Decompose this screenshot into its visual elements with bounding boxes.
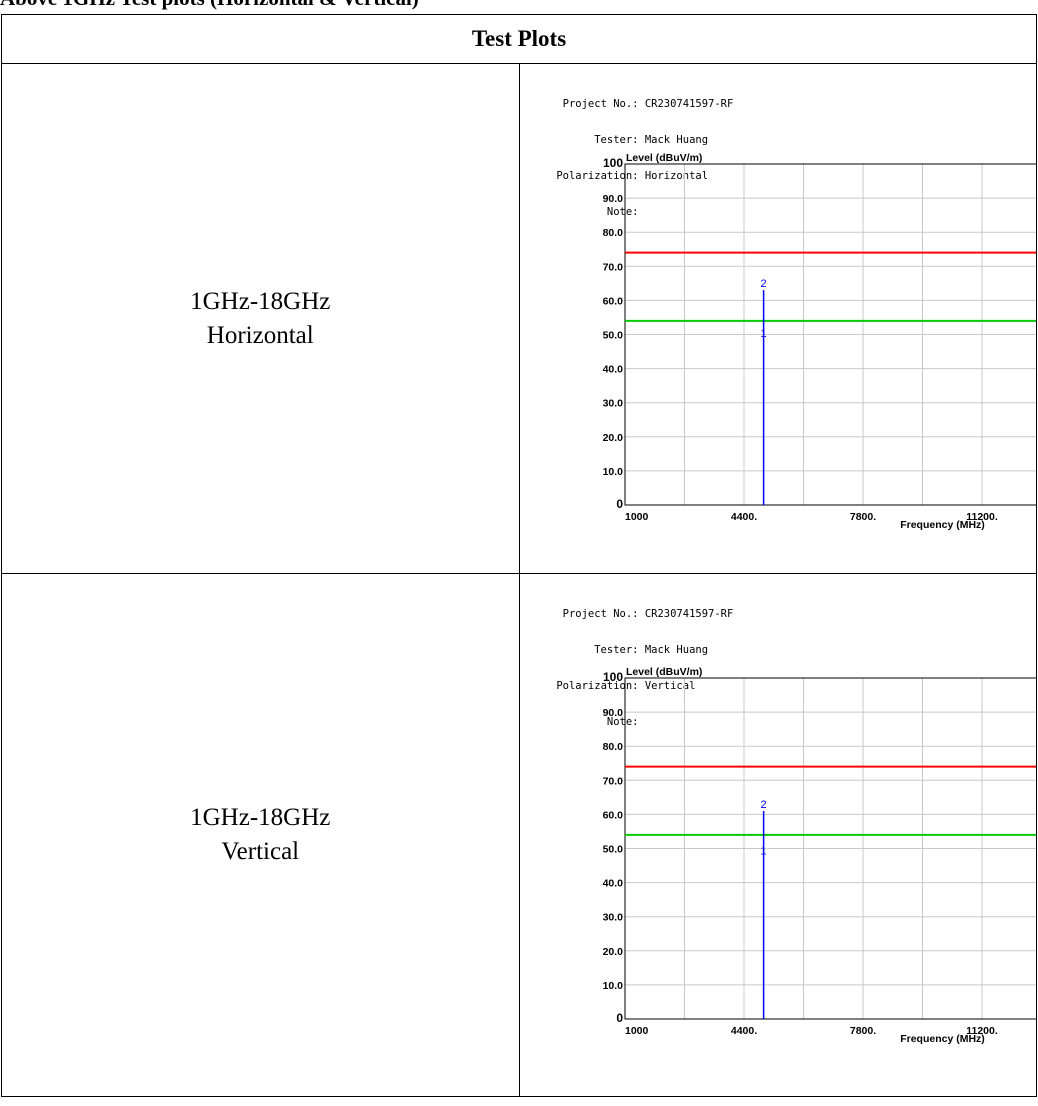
emission-chart-vertical: 0 10.0 20.0 30.0 40.0 50.0 60.0 70.0 80.0 90.0 100… [602, 666, 1036, 1045]
grid-lines [624, 678, 1036, 1019]
test-plots-table: Test Plots 1GHz-18GHz Horizontal Project… [1, 14, 1037, 1097]
band-label: 1GHz-18GHz [190, 287, 331, 315]
x-axis-label: Frequency (MHz) [900, 1033, 985, 1045]
plot-cell: Project No.: CR230741597-RF Tester: Mack… [518, 63, 1037, 574]
y-tick-label: 60.0 [602, 295, 623, 307]
y-tick-label: 80.0 [602, 227, 623, 239]
marker-label: 1 [760, 328, 766, 340]
x-tick-label: 1000 [625, 1025, 649, 1037]
meta-note: Note: [606, 206, 639, 218]
x-tick-label: 1000 [625, 511, 649, 523]
band-label: 1GHz-18GHz [190, 804, 331, 831]
x-tick-label: 7800. [849, 511, 875, 523]
plot-frame [624, 163, 1036, 506]
y-tick-label: 20.0 [602, 946, 623, 958]
emission-chart-horizontal: 0 10.0 20.0 30.0 40.0 50.0 60.0 70.0 80.0 90.0 100… [602, 152, 1036, 531]
y-tick-label: 0 [616, 1011, 623, 1025]
y-tick-label: 70.0 [602, 261, 623, 273]
y-tick-label: 30.0 [602, 398, 623, 410]
plot-meta: Project No.: CR230741597-RF Tester: Mack… [520, 584, 734, 752]
y-tick-label: 70.0 [602, 775, 623, 787]
x-tick-label: 4400. [730, 511, 756, 523]
y-tick-label: 30.0 [602, 912, 623, 924]
polarization-label: Vertical [221, 838, 300, 865]
y-tick-label: 50.0 [602, 330, 623, 342]
table-header: Test Plots [1, 14, 1037, 64]
y-tick-label: 90.0 [602, 707, 623, 719]
y-tick-label: 40.0 [602, 878, 623, 890]
y-tick-label: 100 [602, 670, 622, 684]
meta-note: Note: [606, 716, 639, 728]
y-tick-label: 90.0 [602, 193, 623, 205]
marker-label: 1 [760, 846, 766, 858]
y-tick-label: 100 [602, 156, 622, 170]
y-tick-label: 60.0 [602, 809, 623, 821]
meta-polarization: Polarization: Vertical [556, 680, 696, 692]
x-axis-label: Frequency (MHz) [900, 519, 985, 531]
marker-label: 2 [760, 799, 766, 811]
x-tick-label: 11200. [966, 511, 998, 523]
y-tick-label: 80.0 [602, 741, 623, 753]
y-tick-label: 20.0 [602, 432, 623, 444]
polarization-label: Horizontal [206, 321, 314, 349]
row-label: 1GHz-18GHz Vertical [1, 573, 520, 1097]
marker-label: 2 [760, 278, 766, 290]
plot-row-vertical: 1GHz-18GHz Vertical Project No.: CR23074… [1, 573, 1037, 1097]
x-tick-label: 11200. [966, 1025, 998, 1037]
y-axis-label: Level (dBuV/m) [626, 152, 702, 164]
meta-polarization: Polarization: Horizontal [556, 170, 709, 182]
plot-row-horizontal: 1GHz-18GHz Horizontal Project No.: CR230… [1, 63, 1037, 574]
section-caption: Above 1GHz Test plots (Horizontal & Vert… [0, 0, 419, 10]
meta-project: Project No.: CR230741597-RF [562, 98, 734, 110]
x-tick-label: 4400. [730, 1025, 756, 1037]
y-axis-label: Level (dBuV/m) [626, 666, 702, 678]
meta-project: Project No.: CR230741597-RF [562, 608, 734, 620]
grid-lines [624, 164, 1036, 505]
y-tick-label: 10.0 [602, 980, 623, 992]
plot-cell: Project No.: CR230741597-RF Tester: Mack… [518, 573, 1037, 1097]
y-tick-label: 40.0 [602, 364, 623, 376]
y-tick-label: 0 [616, 497, 623, 511]
y-tick-label: 50.0 [602, 844, 623, 856]
plot-frame [624, 677, 1036, 1020]
x-tick-label: 7800. [849, 1025, 875, 1037]
meta-tester: Tester: Mack Huang [594, 644, 709, 656]
meta-tester: Tester: Mack Huang [594, 134, 709, 146]
plot-meta: Project No.: CR230741597-RF Tester: Mack… [520, 74, 734, 242]
row-label: 1GHz-18GHz Horizontal [1, 63, 520, 574]
y-tick-label: 10.0 [602, 466, 623, 478]
